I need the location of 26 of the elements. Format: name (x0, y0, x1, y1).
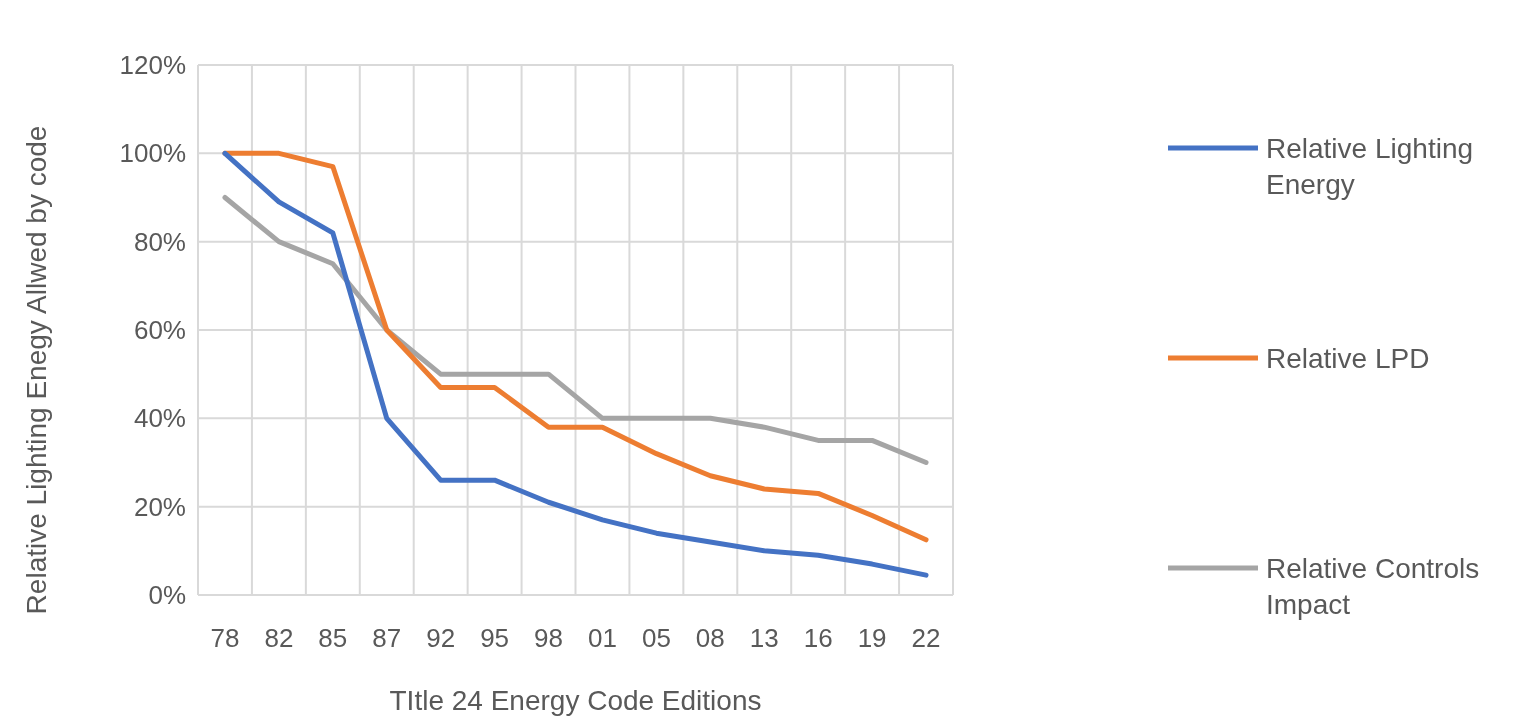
y-tick-label: 120% (119, 50, 186, 81)
x-tick-label: 92 (426, 623, 456, 653)
x-tick-label: 95 (480, 623, 510, 653)
legend-label: Relative Controls Impact (1266, 552, 1480, 621)
x-tick-label: 01 (588, 623, 617, 653)
x-tick-label: 85 (318, 623, 348, 653)
x-tick-label: 19 (857, 623, 887, 653)
y-tick-label: 40% (133, 403, 186, 434)
x-tick-label: 98 (534, 623, 563, 653)
x-tick-label: 16 (803, 623, 833, 653)
legend-label: Relative Lighting Energy (1266, 132, 1474, 201)
x-tick-label: 78 (210, 623, 240, 653)
y-tick-label: 0% (148, 580, 186, 611)
x-tick-label: 13 (749, 623, 779, 653)
y-tick-label: 20% (133, 491, 186, 522)
y-tick-label: 60% (133, 315, 186, 346)
x-tick-label: 82 (264, 623, 294, 653)
x-tick-label: 87 (372, 623, 402, 653)
legend-label: Relative LPD (1266, 342, 1430, 374)
x-tick-label: 08 (695, 623, 725, 653)
x-tick-label: 05 (641, 623, 671, 653)
y-tick-label: 80% (133, 226, 186, 257)
y-tick-label: 100% (119, 138, 186, 169)
x-tick-label: 22 (911, 623, 941, 653)
x-axis-title: TItle 24 Energy Code Editions (389, 685, 762, 716)
y-axis-title: Relative Lighting Enegy Allwed by code (21, 125, 52, 615)
